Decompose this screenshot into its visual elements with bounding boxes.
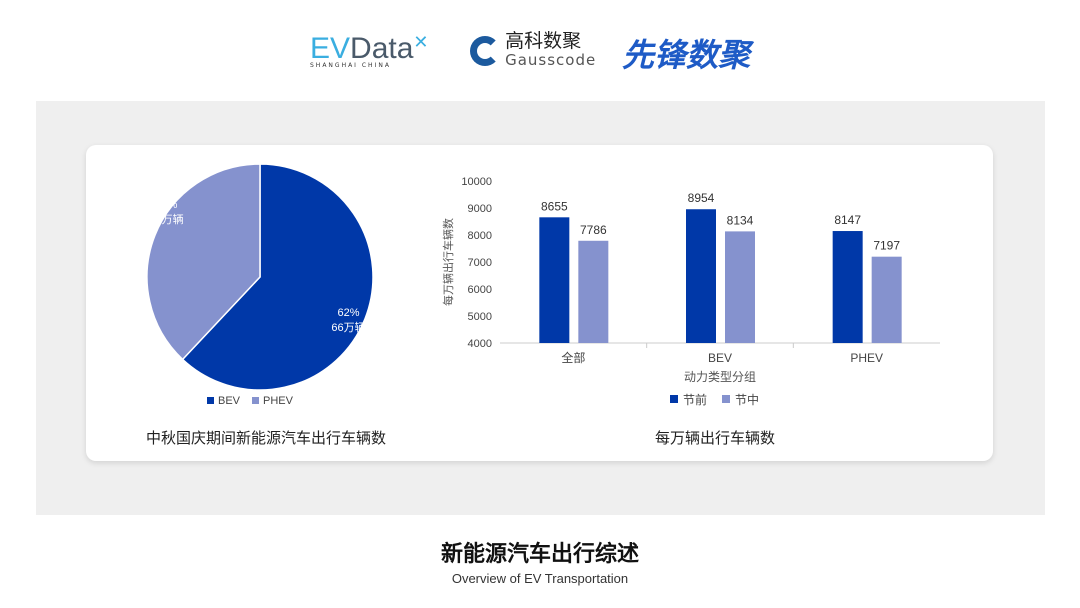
- evdata-logo: EVData✕ SHANGHAI CHINA: [310, 32, 429, 69]
- bar-value-label: 8134: [727, 213, 754, 227]
- pie-slice-phev: [146, 163, 261, 361]
- legend-swatch: [207, 397, 214, 404]
- pie-chart-title: 中秋国庆期间新能源汽车出行车辆数: [146, 429, 387, 447]
- pie-chart: 62%66万辆 BEV 38%41万辆 PHEV: [146, 163, 374, 407]
- pie-percent-label: 62%: [338, 307, 360, 319]
- pie-slice-bev: [181, 163, 374, 391]
- xianfeng-logo: 先锋数聚: [622, 36, 751, 74]
- bar-节前: [539, 217, 570, 343]
- bar-节中: [725, 231, 755, 343]
- bar-节前: [832, 231, 863, 343]
- y-tick-label: 7000: [468, 257, 492, 269]
- legend-label: 节中: [735, 392, 759, 407]
- gausscode-logo: 高科数聚 Gausscode: [470, 32, 596, 69]
- x-tick-label: PHEV: [850, 351, 883, 365]
- y-tick-label: 4000: [468, 338, 492, 350]
- y-tick-label: 6000: [468, 284, 492, 296]
- page-subtitle: Overview of EV Transportation: [451, 571, 629, 586]
- legend-label: PHEV: [263, 395, 294, 407]
- pie-value-label: 66万辆: [331, 320, 365, 334]
- y-tick-label: 10000: [461, 176, 492, 188]
- x-tick-label: BEV: [708, 351, 732, 365]
- x-axis-title: 动力类型分组: [684, 370, 756, 384]
- bar-value-label: 7197: [873, 239, 900, 253]
- bar-节前: [686, 209, 716, 343]
- bar-chart: 4000 5000 6000 7000 8000 9000 10000 全部 8655 7786 B…: [441, 176, 940, 407]
- legend-swatch: [252, 397, 259, 404]
- bar-chart-title: 每万辆出行车辆数: [655, 429, 776, 447]
- legend-swatch: [722, 395, 730, 403]
- legend-label: 节前: [683, 392, 707, 407]
- pie-percent-label: 38%: [155, 199, 177, 211]
- y-axis-title: 每万辆出行车辆数: [441, 218, 455, 306]
- bar-value-label: 8655: [541, 199, 568, 213]
- bar-value-label: 8147: [834, 213, 861, 227]
- pie-value-label: 41万辆: [149, 212, 183, 226]
- page-title: 新能源汽车出行综述: [440, 542, 639, 567]
- bar-节中: [871, 256, 902, 343]
- y-tick-label: 5000: [468, 311, 492, 323]
- y-tick-label: 9000: [468, 203, 492, 215]
- y-tick-label: 8000: [468, 230, 492, 242]
- logo-bar: EVData✕ SHANGHAI CHINA 高科数聚 Gausscode 先锋数…: [0, 24, 1080, 75]
- x-tick-label: 全部: [561, 350, 585, 365]
- bar-节中: [578, 240, 609, 343]
- legend-swatch: [670, 395, 678, 403]
- bar-value-label: 7786: [580, 223, 607, 237]
- bar-value-label: 8954: [688, 191, 715, 205]
- legend-label: BEV: [218, 395, 241, 407]
